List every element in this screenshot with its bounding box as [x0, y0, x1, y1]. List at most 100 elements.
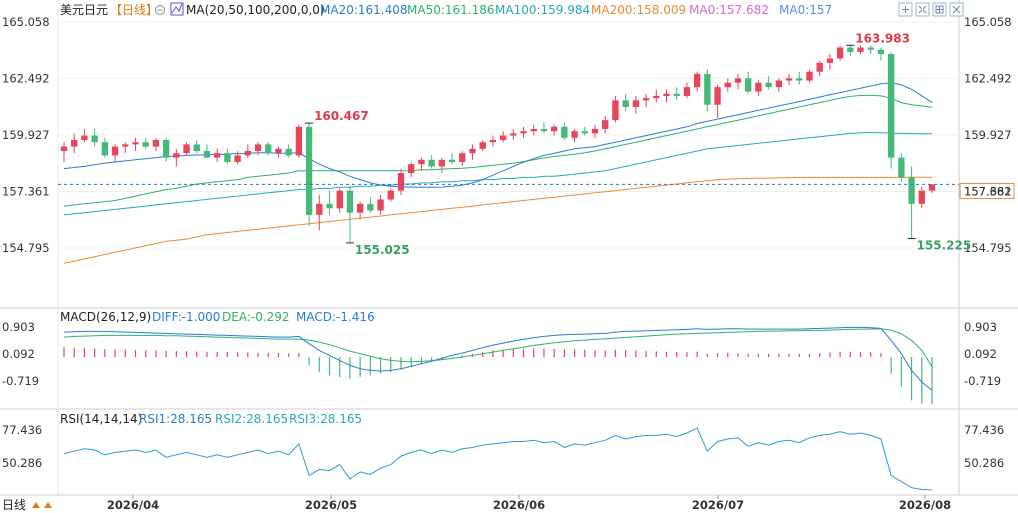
candle[interactable] [234, 150, 241, 165]
candle[interactable] [602, 115, 609, 134]
candle[interactable] [295, 124, 303, 158]
candle[interactable] [847, 45, 854, 57]
candle[interactable] [367, 197, 374, 213]
candle[interactable] [305, 123, 313, 226]
candle[interactable] [142, 137, 149, 149]
candle[interactable] [836, 45, 844, 61]
candle[interactable] [71, 133, 78, 154]
candle[interactable] [418, 157, 425, 171]
candle-body [571, 131, 578, 138]
candle[interactable] [591, 124, 599, 138]
candle[interactable] [101, 137, 109, 158]
candle[interactable] [193, 139, 200, 154]
candle[interactable] [285, 144, 292, 158]
candle[interactable] [745, 71, 752, 94]
candle[interactable] [642, 93, 650, 107]
candle[interactable] [173, 148, 180, 167]
candle[interactable] [91, 128, 98, 147]
candle[interactable] [653, 89, 660, 103]
candle[interactable] [898, 153, 905, 182]
candle[interactable] [632, 95, 640, 114]
candle[interactable] [479, 139, 486, 151]
candle[interactable] [857, 45, 864, 55]
candle[interactable] [775, 78, 782, 92]
candle[interactable] [683, 82, 691, 99]
candle[interactable] [60, 142, 68, 163]
period-selector[interactable]: 日线 [2, 498, 52, 512]
candle[interactable] [867, 45, 874, 55]
candle[interactable] [877, 47, 885, 61]
candle[interactable] [724, 78, 731, 92]
candle[interactable] [244, 144, 251, 158]
close-icon[interactable] [949, 2, 964, 17]
candle[interactable] [224, 148, 231, 165]
candle[interactable] [816, 60, 823, 77]
candle[interactable] [908, 166, 915, 239]
candle[interactable] [183, 142, 190, 156]
candle[interactable] [469, 144, 476, 160]
candle[interactable] [326, 190, 333, 215]
candle[interactable] [714, 84, 721, 118]
candle[interactable] [520, 126, 527, 138]
candle[interactable] [510, 128, 517, 140]
candle[interactable] [111, 144, 119, 163]
candle[interactable] [561, 122, 568, 140]
candle[interactable] [530, 124, 537, 136]
candle[interactable] [214, 148, 221, 163]
candle[interactable] [796, 71, 803, 85]
candle[interactable] [397, 168, 405, 196]
macd-tick-left: 0.903 [2, 320, 35, 334]
candle[interactable] [785, 73, 793, 85]
candle[interactable] [550, 124, 558, 136]
candle[interactable] [704, 69, 711, 112]
settings-icon[interactable] [155, 5, 165, 15]
candle[interactable] [438, 157, 446, 174]
candle[interactable] [581, 126, 588, 136]
candle[interactable] [918, 186, 925, 209]
candle[interactable] [734, 73, 742, 90]
candle[interactable] [489, 135, 497, 147]
candle[interactable] [428, 155, 435, 169]
candle[interactable] [162, 137, 170, 163]
grid-icon[interactable] [932, 2, 947, 17]
candle[interactable] [448, 153, 456, 165]
candle[interactable] [806, 69, 813, 83]
candle[interactable] [346, 186, 354, 243]
candle[interactable] [316, 195, 323, 231]
expand-icon[interactable] [898, 2, 913, 17]
candle[interactable] [336, 188, 343, 213]
candlestick-series[interactable] [60, 45, 936, 243]
candle[interactable] [499, 131, 507, 143]
candle[interactable] [673, 87, 680, 101]
candle[interactable] [356, 201, 364, 220]
candle[interactable] [254, 142, 262, 156]
candle[interactable] [693, 71, 701, 92]
candle[interactable] [571, 128, 578, 143]
candle[interactable] [203, 144, 211, 158]
candle[interactable] [459, 150, 466, 167]
candle[interactable] [826, 54, 834, 70]
candle[interactable] [275, 146, 282, 158]
candle[interactable] [265, 142, 272, 156]
candle[interactable] [81, 128, 88, 143]
candle[interactable] [663, 89, 670, 103]
candle[interactable] [765, 76, 772, 90]
candle[interactable] [387, 188, 394, 202]
ma-indicator-icon[interactable] [170, 2, 184, 16]
candle[interactable] [612, 95, 619, 123]
macd-tick-right: 0.903 [964, 320, 997, 334]
candle[interactable] [755, 80, 762, 96]
candle[interactable] [540, 122, 548, 134]
candle[interactable] [887, 51, 895, 169]
candle[interactable] [377, 195, 384, 215]
period-button: 日线 [2, 498, 26, 512]
candle[interactable] [152, 137, 160, 151]
candle-body [224, 153, 231, 163]
shrink-icon[interactable] [915, 2, 930, 17]
candle[interactable] [132, 137, 139, 151]
candle[interactable] [122, 142, 129, 154]
candle[interactable] [408, 162, 415, 178]
candle[interactable] [622, 93, 629, 112]
candle[interactable] [928, 184, 936, 193]
